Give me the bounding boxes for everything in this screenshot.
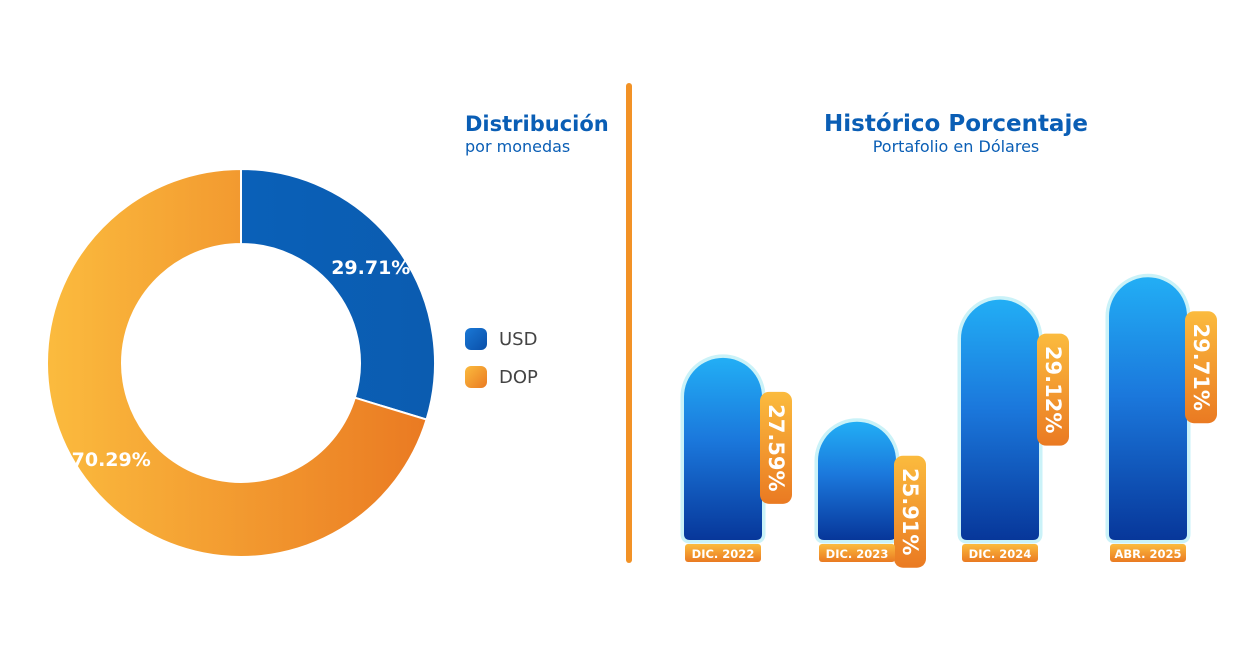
category-tag-abr-2025: [1110, 544, 1186, 562]
history-subtitle: Portafolio en Dólares: [873, 137, 1040, 156]
bar-dic-2024: [961, 299, 1039, 540]
donut-slice-dop: [46, 167, 428, 558]
category-tag-dic-2024: [962, 544, 1038, 562]
donut-title: Distribución: [465, 112, 609, 136]
category-tag-dic-2023: [819, 544, 895, 562]
value-tag-dic-2024: [1037, 333, 1069, 446]
legend-label-dop: DOP: [499, 367, 538, 388]
value-label-abr-2025: 29.71%: [1189, 323, 1213, 410]
bar-dic-2023: [818, 421, 896, 540]
value-label-dic-2023: 25.91%: [898, 468, 922, 555]
donut-slice-usd: [240, 167, 436, 421]
donut-label-usd: 29.71%: [331, 257, 410, 279]
bar-abr-2025: [1109, 277, 1187, 540]
category-label-dic-2024: DIC. 2024: [969, 547, 1032, 561]
bar-chart: 27.59% DIC. 2022 25.91% DIC. 2023 29.12% DIC.…: [680, 273, 1217, 568]
history-title: Histórico Porcentaje: [824, 111, 1088, 137]
value-tag-dic-2023: [894, 455, 926, 568]
value-tag-dic-2022: [760, 391, 792, 504]
category-label-abr-2025: ABR. 2025: [1114, 547, 1181, 561]
value-label-dic-2022: 27.59%: [764, 404, 788, 491]
legend-label-usd: USD: [499, 329, 537, 350]
donut-chart: 29.71% 70.29%: [46, 167, 436, 558]
bar-dic-2022: [684, 357, 762, 540]
value-label-dic-2024: 29.12%: [1041, 346, 1065, 433]
value-tag-abr-2025: [1185, 311, 1217, 424]
category-label-dic-2023: DIC. 2023: [826, 547, 889, 561]
category-tag-dic-2022: [685, 544, 761, 562]
category-label-dic-2022: DIC. 2022: [692, 547, 755, 561]
donut-subtitle: por monedas: [465, 137, 570, 156]
donut-label-dop: 70.29%: [72, 449, 151, 471]
legend-swatch-usd: [465, 328, 487, 350]
legend: USD DOP: [465, 328, 538, 388]
legend-swatch-dop: [465, 366, 487, 388]
